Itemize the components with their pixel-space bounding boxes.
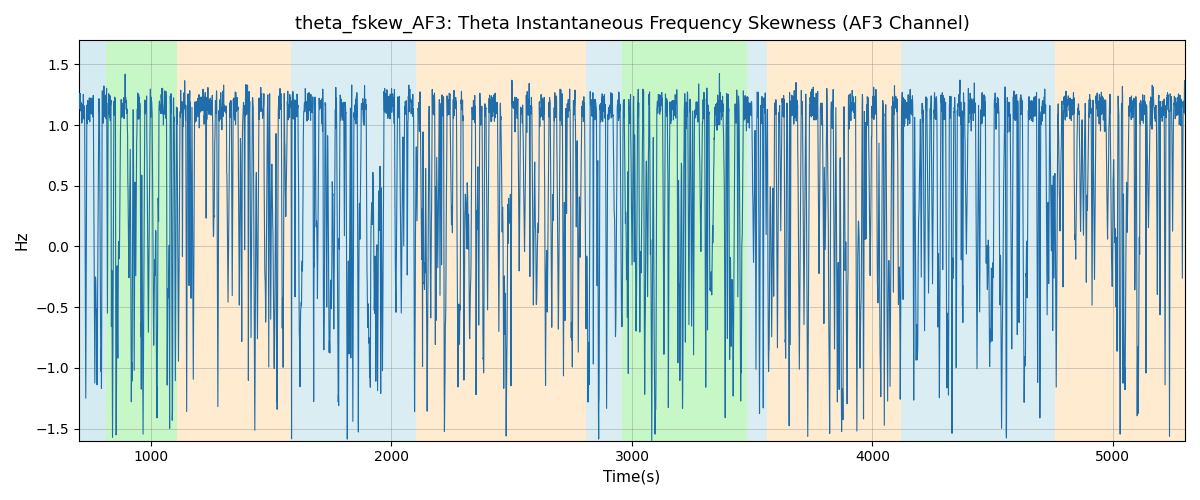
Bar [767,40,901,440]
Bar [106,40,178,440]
Bar [1055,40,1098,440]
Bar [415,40,587,440]
Bar [178,40,290,440]
Bar [79,40,106,440]
Bar [601,40,623,440]
Bar [623,40,748,440]
Bar [290,40,334,440]
Bar [334,40,415,440]
Bar [748,40,767,440]
Bar [1098,40,1184,440]
Bar [587,40,601,440]
Bar [901,40,1055,440]
X-axis label: Time(s): Time(s) [604,470,660,485]
Y-axis label: Hz: Hz [14,230,30,250]
Title: theta_fskew_AF3: Theta Instantaneous Frequency Skewness (AF3 Channel): theta_fskew_AF3: Theta Instantaneous Fre… [294,15,970,34]
